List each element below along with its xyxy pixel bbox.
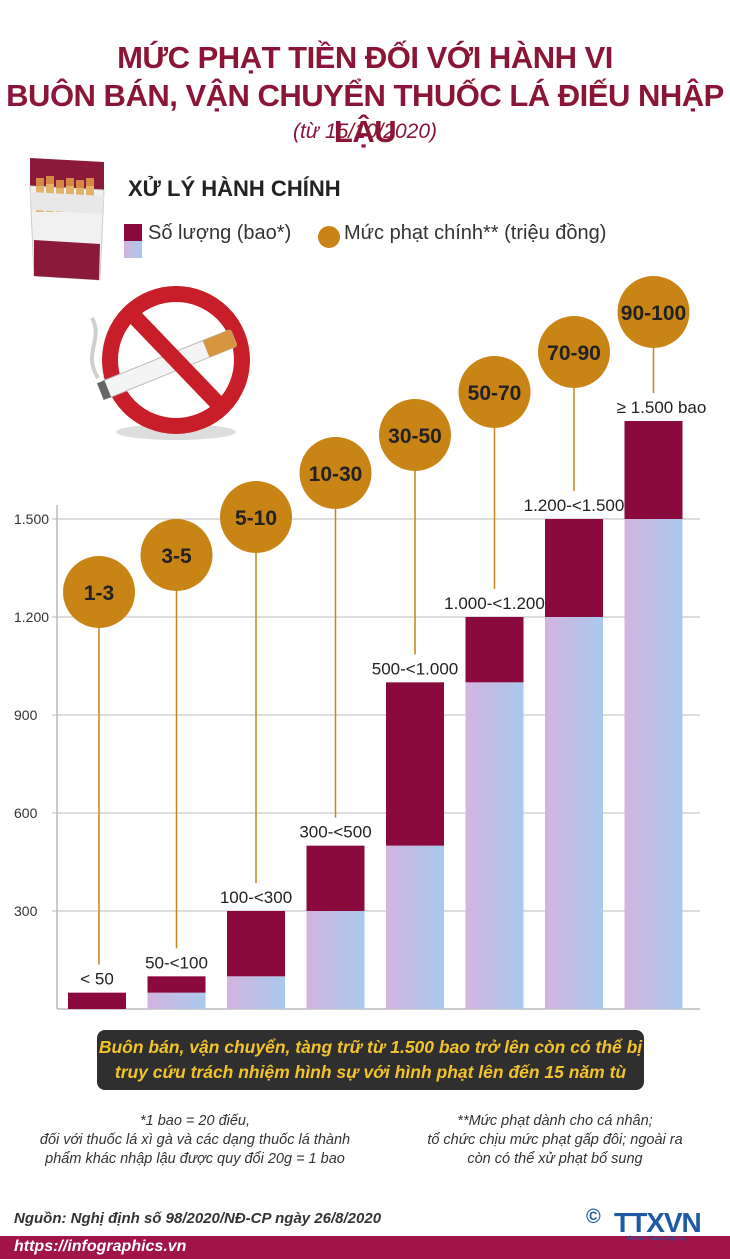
footnote-right-line-1: **Mức phạt dành cho cá nhân;	[457, 1113, 653, 1129]
cigarette-pack-icon	[29, 158, 105, 281]
bar-base	[306, 911, 365, 1009]
bar-label: 100-<300	[220, 888, 292, 907]
legend-quantity-swatch	[124, 224, 142, 258]
bar-base	[465, 682, 524, 1009]
bar-range	[306, 845, 365, 911]
fine-bubble	[617, 276, 690, 348]
bar-label: < 50	[80, 970, 114, 989]
fine-bubble-label: 70-90	[547, 342, 601, 365]
fine-bubble-label: 1-3	[84, 582, 114, 605]
bar-range	[147, 976, 206, 993]
footnote-right-line-3: còn có thể xử phạt bổ sung	[467, 1151, 643, 1167]
fine-bubble-label: 3-5	[161, 545, 192, 568]
subtitle: (từ 15/10/2020)	[292, 120, 438, 143]
fine-bubble	[299, 437, 372, 509]
fine-bubble-label: 5-10	[235, 507, 277, 530]
bar-label: ≥ 1.500 bao	[617, 398, 707, 417]
section-title: XỬ LÝ HÀNH CHÍNH	[128, 176, 341, 201]
bar-range	[545, 519, 603, 617]
fine-bubble-label: 30-50	[388, 425, 442, 448]
bar-label: 50-<100	[145, 953, 208, 972]
footnote-left-line-1: *1 bao = 20 điếu,	[139, 1113, 251, 1129]
footnote-left: *1 bao = 20 điếu, đối với thuốc lá xì gà…	[20, 1112, 370, 1169]
fine-bubble	[220, 481, 292, 553]
bar-label: 300-<500	[299, 823, 371, 842]
bar-base	[147, 992, 206, 1009]
source-text: Nguồn: Nghị định số 98/2020/NĐ-CP ngày 2…	[14, 1210, 382, 1227]
footnote-right-line-2: tổ chức chịu mức phạt gấp đôi; ngoài ra	[427, 1132, 683, 1148]
fine-bubble	[458, 356, 531, 428]
criminal-note: Buôn bán, vận chuyển, tàng trữ từ 1.500 …	[97, 1030, 644, 1090]
bar-range	[68, 992, 126, 1009]
copyright-icon: ©	[586, 1206, 601, 1228]
bar-base	[624, 519, 683, 1009]
footnote-right: **Mức phạt dành cho cá nhân; tổ chức chị…	[400, 1112, 710, 1169]
title-line-1: MỨC PHẠT TIỀN ĐỐI VỚI HÀNH VI	[117, 40, 613, 75]
criminal-note-line-1: Buôn bán, vận chuyển, tàng trữ từ 1.500 …	[98, 1037, 643, 1057]
fine-bubble-label: 50-70	[468, 382, 522, 405]
footer-bar	[0, 1236, 730, 1259]
legend-fine-swatch	[318, 226, 340, 248]
fine-bubble	[140, 519, 213, 591]
bar-range	[227, 911, 285, 977]
bar-range	[624, 421, 683, 519]
bar-label: 1.200-<1.500	[524, 496, 625, 515]
y-tick-label: 1.500	[14, 511, 49, 527]
fine-bubble	[63, 556, 135, 628]
bar-label: 500-<1.000	[372, 659, 459, 678]
footnote-left-line-2: đối với thuốc lá xì gà và các dạng thuốc…	[39, 1132, 351, 1148]
bar-label: 1.000-<1.200	[444, 594, 545, 613]
bar-base	[227, 976, 285, 1009]
ttxvn-logo-subtitle: Vietnam News Agency	[626, 1236, 686, 1242]
y-tick-label: 300	[14, 903, 38, 919]
y-tick-label: 1.200	[14, 609, 49, 625]
bar-base	[386, 845, 444, 1009]
bar-range	[465, 617, 524, 683]
fine-bubble-label: 90-100	[621, 302, 686, 325]
fine-bubble-label: 10-30	[309, 463, 363, 486]
no-smoking-icon	[90, 286, 250, 440]
site-url-link[interactable]: https://infographics.vn	[14, 1238, 187, 1255]
legend-fine-label: Mức phạt chính** (triệu đồng)	[344, 222, 607, 244]
bar-range	[386, 682, 444, 846]
footnote-left-line-3: phẩm khác nhập lậu được quy đổi 20g = 1 …	[45, 1151, 345, 1167]
legend-quantity-label: Số lượng (bao*)	[148, 222, 292, 244]
bar-base	[545, 617, 603, 1009]
fine-bubble	[538, 316, 610, 388]
y-tick-label: 900	[14, 707, 38, 723]
fine-bubble	[379, 399, 451, 471]
criminal-note-line-2: truy cứu trách nhiệm hình sự với hình ph…	[114, 1062, 627, 1082]
title-line-2: BUÔN BÁN, VẬN CHUYỂN THUỐC LÁ ĐIẾU NHẬP …	[6, 78, 724, 149]
ttxvn-logo: TTXVN	[614, 1207, 702, 1238]
y-tick-label: 600	[14, 805, 38, 821]
